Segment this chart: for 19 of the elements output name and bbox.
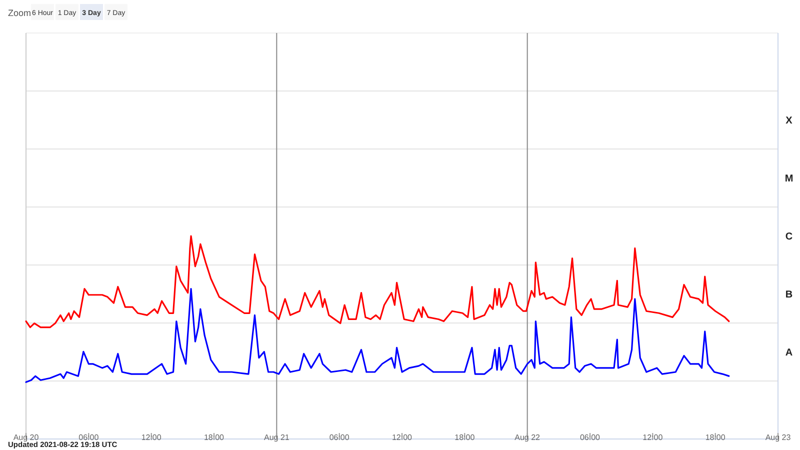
x-tick-label: 18:00 <box>204 433 225 442</box>
x-tick-label: 18:00 <box>454 433 476 442</box>
x-tick-label: Aug 21 <box>264 433 290 442</box>
x-tick-label: 06:00 <box>580 433 601 442</box>
x-tick-label: 12:00 <box>392 433 413 442</box>
text: Zoom <box>8 8 32 18</box>
x-tick-label: Aug 22 <box>514 433 541 442</box>
x-tick-label: 06:00 <box>329 433 350 442</box>
text: C <box>785 232 793 242</box>
x-tick-label: 18:00 <box>705 433 726 442</box>
x-tick-label: 12:00 <box>141 433 162 442</box>
x-tick-label: 12:00 <box>642 433 664 442</box>
text: B <box>785 290 793 300</box>
text: M <box>784 174 794 184</box>
text: X <box>786 116 793 126</box>
x-tick-label: 06:00 <box>78 433 100 442</box>
x-tick-label: Aug 20 <box>13 433 40 442</box>
text: A <box>785 348 793 358</box>
x-tick-label: Aug 23 <box>765 433 792 442</box>
